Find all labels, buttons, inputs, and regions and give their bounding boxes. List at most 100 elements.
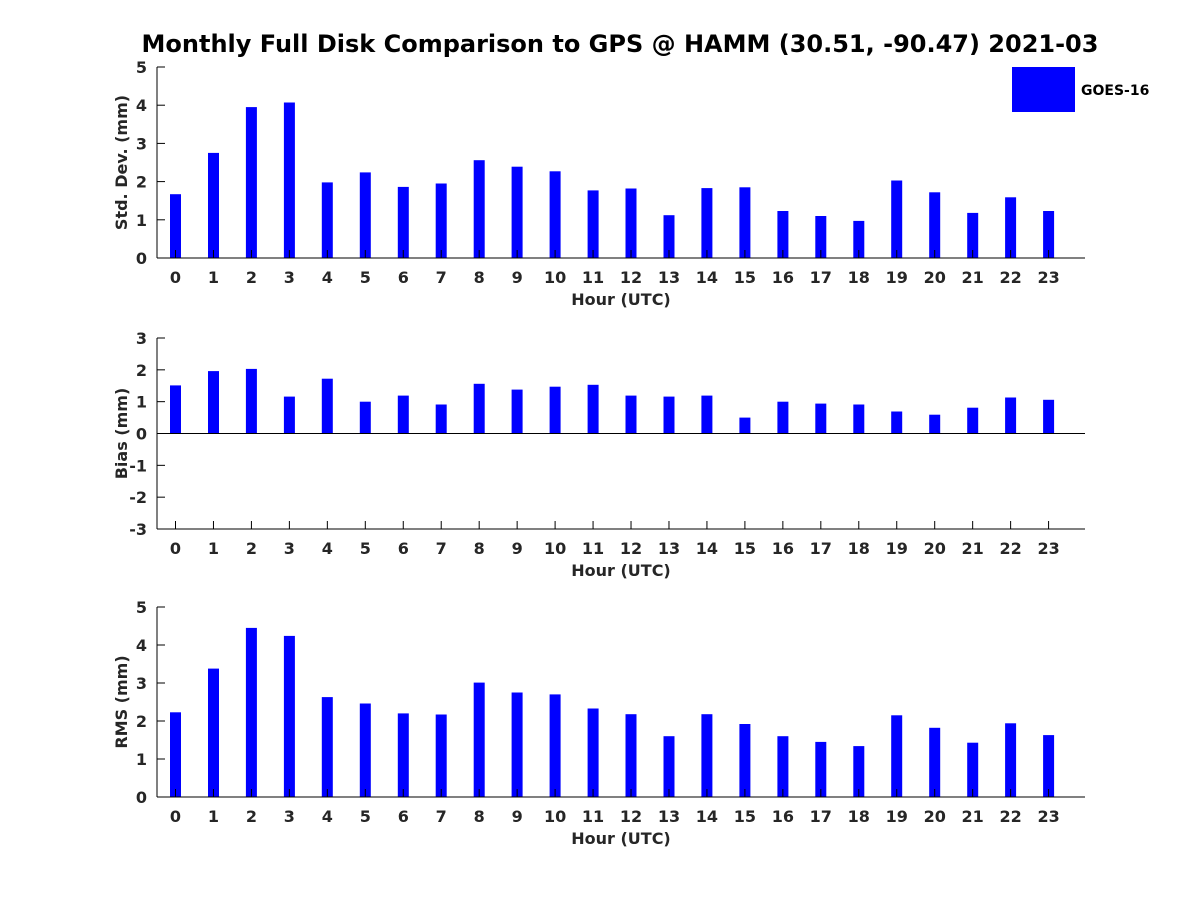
std-dev-xtick-label: 19 [886, 268, 908, 287]
rms-xtick-label: 0 [170, 807, 181, 826]
rms-bar-20 [929, 727, 941, 797]
bias-xtick-label: 12 [620, 539, 642, 558]
bias-xtick-label: 22 [999, 539, 1021, 558]
rms-bar-4 [321, 697, 333, 797]
bias-xtick-label: 1 [208, 539, 219, 558]
bias-bar-18 [853, 404, 865, 434]
bias-ytick-label: -3 [129, 520, 147, 539]
std-dev-bar-0 [170, 194, 181, 258]
std-dev-bar-8 [473, 160, 485, 258]
bias-xtick-label: 20 [924, 539, 946, 558]
bias-xtick-label: 14 [696, 539, 718, 558]
rms-bar-13 [663, 736, 675, 797]
std-dev-xtick-label: 8 [474, 268, 485, 287]
bias-bar-4 [321, 378, 333, 434]
bias-xtick-label: 16 [772, 539, 794, 558]
bias-xtick-label: 4 [322, 539, 333, 558]
bias-bar-1 [208, 371, 219, 434]
rms-xtick-label: 21 [962, 807, 984, 826]
chart-title: Monthly Full Disk Comparison to GPS @ HA… [141, 30, 1099, 58]
std-dev-bar-15 [739, 187, 751, 258]
bias-bar-2 [245, 368, 257, 434]
bias-xtick-label: 17 [810, 539, 832, 558]
bias-bar-8 [473, 383, 485, 434]
std-dev-xtick-label: 23 [1037, 268, 1059, 287]
bias-bar-6 [397, 395, 409, 434]
std-dev-xtick-label: 17 [810, 268, 832, 287]
bias-bar-21 [967, 407, 979, 434]
rms-bar-0 [170, 712, 181, 797]
std-dev-xtick-label: 3 [284, 268, 295, 287]
bias-bar-5 [359, 401, 371, 434]
std-dev-ytick-label: 4 [136, 96, 147, 115]
std-dev-ytick-label: 3 [136, 134, 147, 153]
rms-y-axis-label: RMS (mm) [112, 655, 131, 748]
std-dev-bar-3 [283, 102, 295, 258]
bias-bar-3 [283, 396, 295, 434]
rms-bar-6 [397, 713, 409, 797]
bias-bar-19 [891, 411, 903, 434]
bias-bar-0 [170, 385, 181, 434]
bias-xtick-label: 6 [398, 539, 409, 558]
rms-xtick-label: 20 [924, 807, 946, 826]
rms-bar-14 [701, 714, 713, 797]
rms-xtick-label: 15 [734, 807, 756, 826]
std-dev-bar-4 [321, 182, 333, 258]
rms-bar-5 [359, 703, 371, 797]
std-dev-bar-1 [208, 152, 219, 258]
rms-bar-19 [891, 715, 903, 797]
bias-bar-9 [511, 389, 523, 434]
rms-xtick-label: 13 [658, 807, 680, 826]
std-dev-xtick-label: 16 [772, 268, 794, 287]
std-dev-bar-21 [967, 212, 979, 258]
std-dev-xtick-label: 20 [924, 268, 946, 287]
std-dev-bar-6 [397, 186, 409, 258]
rms-bar-23 [1043, 735, 1055, 797]
std-dev-bar-10 [549, 171, 561, 258]
rms-xtick-label: 5 [360, 807, 371, 826]
bias-bar-20 [929, 414, 941, 434]
std-dev-x-axis-label: Hour (UTC) [571, 290, 671, 309]
rms-xtick-label: 16 [772, 807, 794, 826]
rms-bar-9 [511, 692, 523, 797]
bias-x-axis-label: Hour (UTC) [571, 561, 671, 580]
bias-ytick-label: 0 [136, 425, 147, 444]
std-dev-bar-9 [511, 166, 523, 258]
rms-xtick-label: 10 [544, 807, 566, 826]
rms-bar-15 [739, 724, 751, 797]
bias-ytick-label: 2 [136, 361, 147, 380]
bias-xtick-label: 10 [544, 539, 566, 558]
legend-label: GOES-16 [1081, 83, 1149, 99]
rms-ytick-label: 0 [136, 788, 147, 807]
std-dev-bar-11 [587, 190, 599, 258]
std-dev-bar-23 [1043, 211, 1055, 258]
bias-bar-13 [663, 396, 675, 434]
std-dev-bar-5 [359, 172, 371, 258]
rms-bar-22 [1005, 723, 1017, 797]
std-dev-ytick-label: 1 [136, 211, 147, 230]
std-dev-xtick-label: 11 [582, 268, 604, 287]
rms-xtick-label: 23 [1037, 807, 1059, 826]
std-dev-xtick-label: 4 [322, 268, 333, 287]
rms-ytick-label: 1 [136, 750, 147, 769]
std-dev-xtick-label: 10 [544, 268, 566, 287]
std-dev-bar-16 [777, 211, 789, 258]
std-dev-bar-18 [853, 220, 865, 258]
rms-xtick-label: 7 [436, 807, 447, 826]
bias-ytick-label: 3 [136, 329, 147, 348]
bias-bar-23 [1043, 399, 1055, 434]
bias-xtick-label: 5 [360, 539, 371, 558]
bias-y-axis-label: Bias (mm) [112, 388, 131, 480]
bias-bar-17 [815, 403, 827, 434]
bias-xtick-label: 18 [848, 539, 870, 558]
bias-bar-16 [777, 401, 789, 434]
rms-bar-17 [815, 741, 827, 797]
rms-bar-2 [245, 627, 257, 797]
bias-xtick-label: 11 [582, 539, 604, 558]
bias-bar-15 [739, 417, 751, 434]
std-dev-bar-20 [929, 192, 941, 258]
std-dev-ytick-label: 5 [136, 58, 147, 77]
rms-xtick-label: 4 [322, 807, 333, 826]
